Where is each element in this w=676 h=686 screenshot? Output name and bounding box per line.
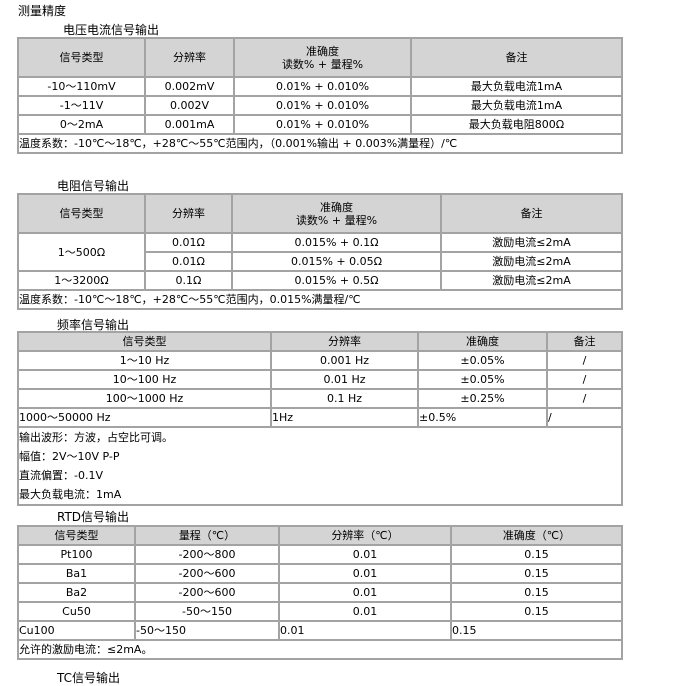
table-row: -10～110mV 0.002mV 0.01% + 0.010% 最大负载电流1mA xyxy=(17,76,623,97)
table-row: 100～1000 Hz 0.1 Hz ±0.25% / xyxy=(17,388,623,409)
table-row: Ba1 -200～600 0.01 0.15 xyxy=(17,563,623,584)
table-row: 1～10 Hz 0.001 Hz ±0.05% / xyxy=(17,350,623,371)
output-notes: 输出波形：方波，占空比可调。 幅值：2V～10V P-P 直流偏置：-0.1V 最大负… xyxy=(17,426,623,506)
table-row: 0.01Ω 0.015% + 0.05Ω 激励电流≤2mA xyxy=(18,251,623,272)
voltage-current-table: 信号类型 分辨率 准确度 读数% + 量程% 备注 -10～110mV 0.002mV 0.… xyxy=(17,37,623,154)
table-row: Ba2 -200～600 0.01 0.15 xyxy=(17,582,623,603)
header-cell: 信号类型 xyxy=(17,37,146,78)
header-cell: 备注 xyxy=(546,331,623,352)
header-cell: 信号类型 xyxy=(17,193,146,234)
frequency-table: 信号类型 分辨率 准确度 备注 1～10 Hz 0.001 Hz ±0.05%/ 10～1… xyxy=(17,331,623,506)
table-row: 1000～50000 Hz 1Hz ±0.5% / xyxy=(17,407,623,428)
section-title: 电阻信号输出 xyxy=(57,179,130,193)
table-row: -1～11V 0.002V 0.01% + 0.010% 最大负载电流1mA xyxy=(17,95,623,116)
table-row: 0～2mA 0.001mA 0.01% + 0.010% 最大负载电阻800Ω xyxy=(17,114,623,135)
header-cell: 备注 xyxy=(440,193,623,234)
section-title: TC信号输出 xyxy=(57,671,121,685)
table-row: Pt100 -200～800 0.01 0.15 xyxy=(17,544,623,565)
resistance-table: 信号类型 分辨率 准确度 读数% + 量程% 备注 1～500Ω 0.01Ω 0.015% … xyxy=(17,193,623,310)
header-cell: 分辨率 xyxy=(144,37,235,78)
header-cell: 准确度（℃） xyxy=(450,525,623,546)
header-cell: 准确度 xyxy=(417,331,548,352)
header-cell: 备注 xyxy=(410,37,623,78)
table-row: 1～500Ω 0.01Ω 0.015% + 0.1Ω 激励电流≤2mA xyxy=(17,232,623,272)
temperature-note: 温度系数：-10℃～18℃，+28℃～55℃范围内，0.015%满量程/℃ xyxy=(17,289,623,310)
temperature-note: 温度系数：-10℃～18℃，+28℃～55℃范围内，（0.001%输出 + 0.… xyxy=(17,133,623,154)
header-cell: 分辨率 xyxy=(270,331,419,352)
section-title: 频率信号输出 xyxy=(57,318,130,332)
header-cell: 信号类型 xyxy=(17,331,272,352)
section-title: 电压电流信号输出 xyxy=(63,23,160,37)
table-row: 10～100 Hz 0.01 Hz ±0.05% / xyxy=(17,369,623,390)
header-cell: 量程（℃） xyxy=(134,525,280,546)
section-title: RTD信号输出 xyxy=(57,510,130,524)
table-row: 1～3200Ω 0.1Ω 0.015% + 0.5Ω 激励电流≤2mA xyxy=(17,270,623,291)
header-cell: 准确度 读数% + 量程% xyxy=(231,193,442,234)
page-title: 测量精度 xyxy=(18,4,67,18)
excitation-note: 允许的激励电流：≤2mA。 xyxy=(17,639,623,660)
header-cell: 信号类型 xyxy=(17,525,136,546)
header-cell: 准确度 读数% + 量程% xyxy=(233,37,412,78)
table-row: Cu100 -50～150 0.01 0.15 xyxy=(17,620,623,641)
header-cell: 分辨率 xyxy=(144,193,233,234)
rtd-table: 信号类型 量程（℃） 分辨率（℃） 准确度（℃） Pt100 -200～800 0.01 0… xyxy=(17,525,623,660)
table-row: Cu50 -50～150 0.01 0.15 xyxy=(17,601,623,622)
header-cell: 分辨率（℃） xyxy=(278,525,452,546)
